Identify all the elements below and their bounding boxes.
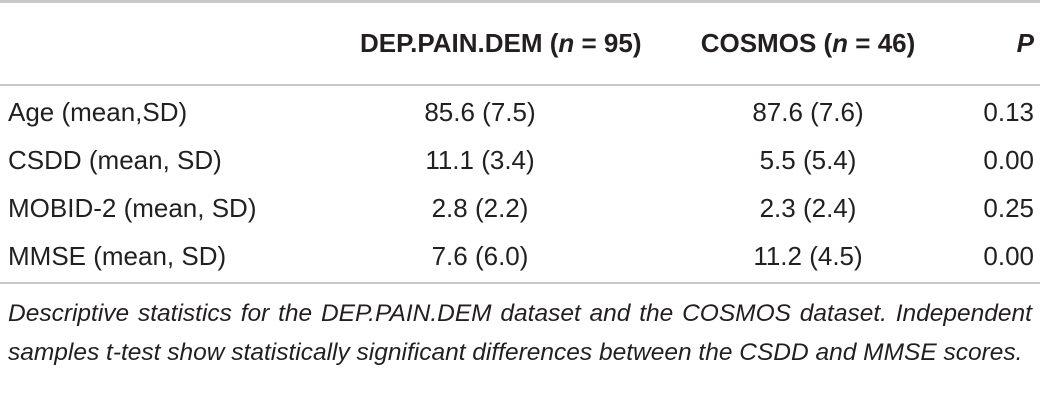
table-cell: 5.5 (5.4) <box>759 145 857 175</box>
table-cell: 2.8 (2.2) <box>431 193 529 223</box>
header-cell: P <box>1016 28 1034 58</box>
table-cell: 2.3 (2.4) <box>759 193 857 223</box>
top-rule <box>0 0 1040 3</box>
header-text: COSMOS ( <box>700 28 833 58</box>
table-cell: 0.00 <box>983 241 1034 271</box>
row-label: Age (mean,SD) <box>8 97 188 127</box>
table-cell: 0.25 <box>983 193 1034 223</box>
row-label: CSDD (mean, SD) <box>8 145 222 175</box>
table-cell: 11.1 (3.4) <box>425 145 535 175</box>
header-cell: DEP.PAIN.DEM (n = 95) <box>360 28 642 58</box>
table-cell: 0.00 <box>983 145 1034 175</box>
table-cell: 87.6 (7.6) <box>752 97 864 127</box>
header-text: DEP.PAIN.DEM ( <box>360 28 559 58</box>
bottom-rule <box>0 282 1040 284</box>
header-cell: COSMOS (n = 46) <box>680 28 936 58</box>
header-rule <box>0 84 1040 86</box>
table-cell: 11.2 (4.5) <box>753 241 863 271</box>
table-cell: 7.6 (6.0) <box>431 241 529 271</box>
row-label: MMSE (mean, SD) <box>8 241 227 271</box>
header-italic: n <box>832 28 849 58</box>
header-italic: n <box>558 28 575 58</box>
header-text: = 46) <box>848 28 916 58</box>
row-label: MOBID-2 (mean, SD) <box>8 193 257 223</box>
table-cell: 85.6 (7.5) <box>424 97 536 127</box>
table-cell: 0.13 <box>983 97 1034 127</box>
caption: Descriptive statistics for the DEP.PAIN.… <box>8 300 1032 366</box>
header-text: = 95) <box>574 28 642 58</box>
